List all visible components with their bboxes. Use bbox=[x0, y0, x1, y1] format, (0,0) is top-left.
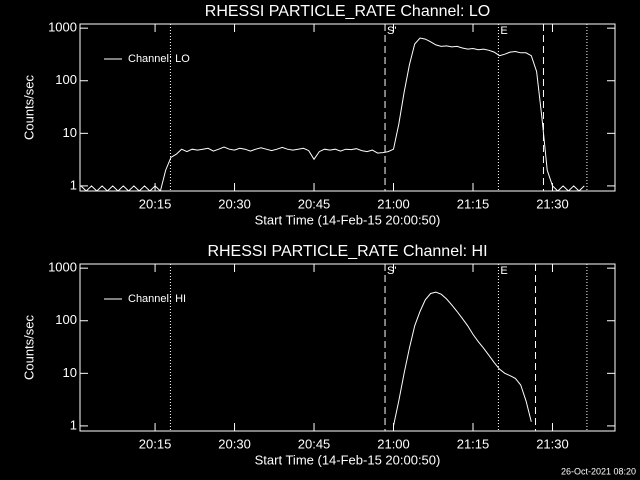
x-tick-label: 21:30 bbox=[536, 436, 569, 451]
x-axis-label: Start Time (14-Feb-15 20:00:50) bbox=[255, 212, 441, 227]
x-tick-label: 20:30 bbox=[218, 196, 251, 211]
y-tick-label: 1000 bbox=[48, 260, 77, 275]
y-tick-label: 100 bbox=[55, 72, 77, 87]
event-label: E bbox=[500, 25, 507, 37]
x-axis-label: Start Time (14-Feb-15 20:00:50) bbox=[255, 452, 441, 467]
y-tick-label: 10 bbox=[63, 125, 77, 140]
x-tick-label: 20:15 bbox=[139, 196, 172, 211]
x-tick-label: 20:45 bbox=[298, 436, 331, 451]
x-tick-label: 20:15 bbox=[139, 436, 172, 451]
x-tick-label: 21:15 bbox=[457, 196, 490, 211]
y-tick-label: 10 bbox=[63, 365, 77, 380]
date-stamp: 26-Oct-2021 08:20 bbox=[561, 466, 636, 476]
chart-title: RHESSI PARTICLE_RATE Channel: HI bbox=[207, 243, 487, 260]
x-tick-label: 20:45 bbox=[298, 196, 331, 211]
data-line bbox=[393, 291, 532, 427]
y-tick-label: 1 bbox=[70, 177, 77, 192]
y-axis-label: Counts/sec bbox=[21, 74, 36, 140]
event-label: S' bbox=[387, 265, 396, 277]
event-label: E bbox=[500, 265, 507, 277]
x-tick-label: 20:30 bbox=[218, 436, 251, 451]
plot-frame bbox=[79, 263, 616, 432]
y-tick-label: 1000 bbox=[48, 20, 77, 35]
event-label: S' bbox=[387, 25, 396, 37]
legend-label: Channel: LO bbox=[128, 53, 190, 65]
plot-frame bbox=[79, 23, 616, 192]
y-axis-label: Counts/sec bbox=[21, 314, 36, 380]
y-tick-label: 100 bbox=[55, 312, 77, 327]
x-tick-label: 21:15 bbox=[457, 436, 490, 451]
y-tick-label: 1 bbox=[70, 417, 77, 432]
x-tick-label: 21:00 bbox=[377, 196, 410, 211]
x-tick-label: 21:30 bbox=[536, 196, 569, 211]
data-line bbox=[80, 37, 585, 191]
legend-label: Channel: HI bbox=[128, 293, 186, 305]
chart-title: RHESSI PARTICLE_RATE Channel: LO bbox=[205, 3, 490, 20]
x-tick-label: 21:00 bbox=[377, 436, 410, 451]
